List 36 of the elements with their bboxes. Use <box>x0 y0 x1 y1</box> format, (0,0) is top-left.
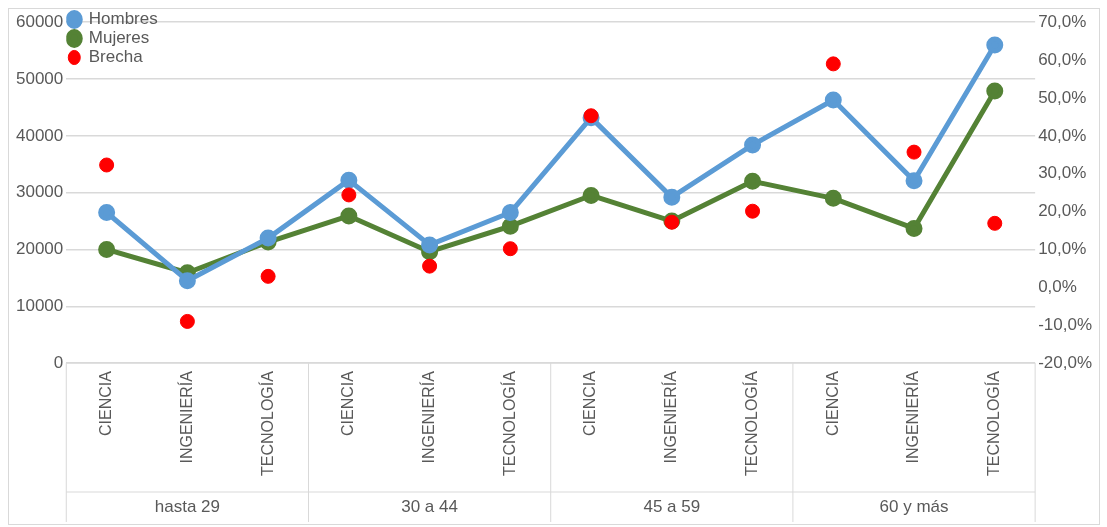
x-tick-label: INGENIERÍA <box>661 370 680 464</box>
x-tick-label: TECNOLOGÍA <box>741 370 760 476</box>
y-tick-label: 30000 <box>15 182 64 202</box>
y2-tick-label: 50,0% <box>1038 87 1087 107</box>
x-tick-label: INGENIERÍA <box>419 370 437 464</box>
y2-tick-label: -10,0% <box>1038 314 1093 334</box>
y2-tick-label: 30,0% <box>1038 163 1087 183</box>
y2-tick-label: 0,0% <box>1038 277 1077 297</box>
y-tick-label: 40000 <box>15 125 64 145</box>
x-tick-label: TECNOLOGÍA <box>257 370 276 476</box>
text: 30 a 44 <box>401 496 458 516</box>
y2-tick-label: 10,0% <box>1038 239 1087 259</box>
text: hasta 29 <box>154 496 220 516</box>
x-tick-label: CIENCIA <box>823 370 841 436</box>
y-tick-label: 0 <box>53 352 64 372</box>
y2-tick-label: 20,0% <box>1038 201 1087 221</box>
y2-tick-label: 60,0% <box>1038 49 1087 69</box>
text: 60 y más <box>879 496 949 516</box>
legend-label: Mujeres <box>88 28 150 48</box>
y-tick-label: 50000 <box>15 68 64 88</box>
text: 45 a 59 <box>643 496 701 516</box>
x-tick-label: CIENCIA <box>97 370 115 436</box>
y2-tick-label: -20,0% <box>1038 352 1093 372</box>
y2-tick-label: 40,0% <box>1038 125 1087 145</box>
y-tick-label: 20000 <box>15 239 64 259</box>
x-tick-label: CIENCIA <box>581 370 599 436</box>
x-tick-label: INGENIERÍA <box>903 370 922 464</box>
y2-tick-label: 70,0% <box>1038 11 1087 31</box>
x-tick-label: CIENCIA <box>339 370 357 436</box>
y-tick-label: 10000 <box>15 295 64 315</box>
legend-label: Hombres <box>88 9 158 29</box>
x-tick-label: TECNOLOGÍA <box>499 370 518 476</box>
legend-label: Brecha <box>88 47 144 67</box>
x-tick-label: TECNOLOGÍA <box>984 370 1003 476</box>
x-tick-label: INGENIERÍA <box>176 370 195 464</box>
y-tick-label: 60000 <box>15 11 64 31</box>
